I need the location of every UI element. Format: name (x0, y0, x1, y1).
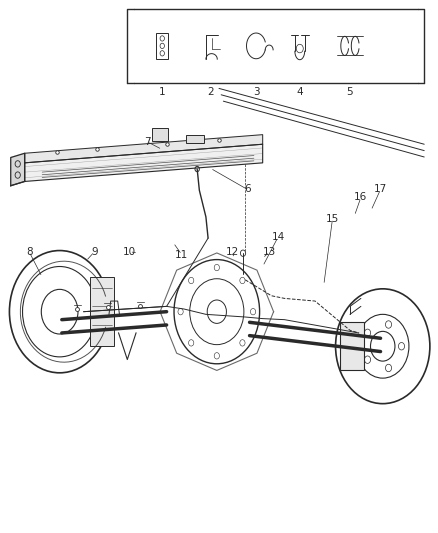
Text: 2: 2 (207, 87, 214, 97)
Text: 5: 5 (346, 87, 353, 97)
Text: 17: 17 (374, 184, 387, 195)
Text: 1: 1 (159, 87, 166, 97)
Text: 3: 3 (253, 87, 259, 97)
Text: 16: 16 (354, 192, 367, 203)
Bar (340, 322, 364, 370)
Polygon shape (11, 154, 25, 185)
Text: 6: 6 (244, 184, 251, 195)
Text: 14: 14 (271, 232, 285, 243)
Text: 11: 11 (175, 250, 188, 260)
Bar (156, 33, 168, 59)
Text: 12: 12 (226, 247, 239, 256)
Bar (90, 277, 114, 346)
Text: 9: 9 (91, 247, 98, 256)
Bar (152, 128, 168, 141)
Text: 7: 7 (144, 136, 150, 147)
Text: 13: 13 (263, 247, 276, 256)
Polygon shape (25, 135, 263, 163)
Polygon shape (25, 144, 263, 181)
Text: 4: 4 (297, 87, 303, 97)
Text: 15: 15 (326, 214, 339, 224)
Text: 10: 10 (123, 247, 136, 256)
Text: 8: 8 (26, 247, 32, 256)
Bar (186, 135, 204, 143)
